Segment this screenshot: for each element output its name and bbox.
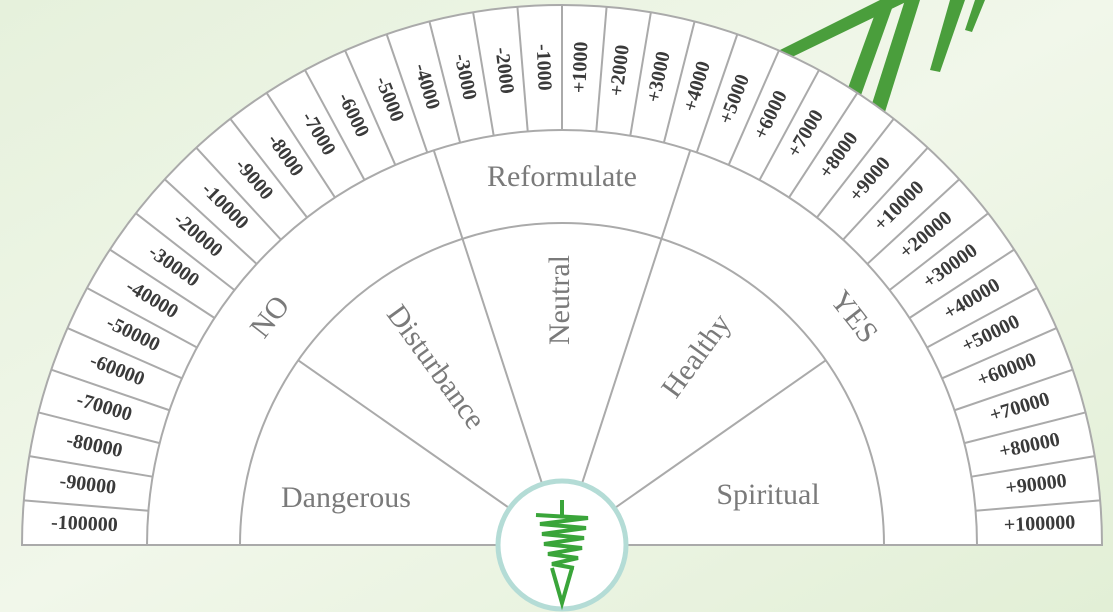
scale-label: -100000 bbox=[51, 511, 119, 536]
answer-neutral: Neutral bbox=[543, 255, 576, 345]
scale-label: +100000 bbox=[1003, 511, 1075, 536]
pendulum-chart: -100000-90000-80000-70000-60000-50000-40… bbox=[0, 0, 1113, 612]
scale-label: +1000 bbox=[568, 41, 592, 93]
answer-spiritual: Spiritual bbox=[716, 478, 819, 511]
answer-dangerous: Dangerous bbox=[281, 481, 411, 514]
pendulum-badge bbox=[498, 481, 626, 609]
scale-label: -1000 bbox=[532, 44, 556, 92]
zone-reformulate: Reformulate bbox=[487, 160, 637, 193]
